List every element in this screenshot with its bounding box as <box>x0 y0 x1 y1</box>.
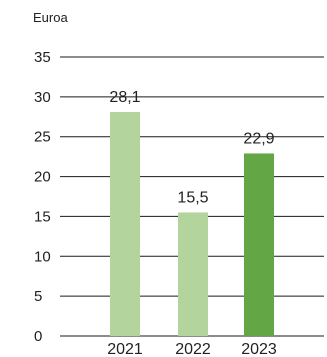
y-axis-tick-labels: 0 5 10 15 20 25 30 35 <box>34 49 51 345</box>
y-tick-label-20: 20 <box>34 169 51 186</box>
x-tick-label-2021: 2021 <box>107 341 143 357</box>
y-tick-label-10: 10 <box>34 248 51 265</box>
y-tick-label-0: 0 <box>34 328 42 345</box>
data-label-2022: 15,5 <box>177 189 208 206</box>
bar-2022 <box>178 212 208 336</box>
y-tick-label-30: 30 <box>34 89 51 106</box>
y-tick-label-15: 15 <box>34 208 51 225</box>
x-tick-label-2023: 2023 <box>241 341 277 357</box>
y-tick-label-35: 35 <box>34 49 51 66</box>
bar-2021 <box>110 112 140 336</box>
y-tick-label-25: 25 <box>34 129 51 146</box>
unit-label: Euroa <box>33 10 68 25</box>
data-label-2021: 28,1 <box>109 89 140 106</box>
data-labels: 28,1 15,5 22,9 <box>109 89 274 206</box>
x-tick-label-2022: 2022 <box>175 341 211 357</box>
y-tick-label-5: 5 <box>34 288 42 305</box>
bars <box>110 112 274 336</box>
bar-2023 <box>244 153 274 336</box>
data-label-2023: 22,9 <box>243 130 274 147</box>
x-axis-tick-labels: 2021 2022 2023 <box>107 341 277 357</box>
